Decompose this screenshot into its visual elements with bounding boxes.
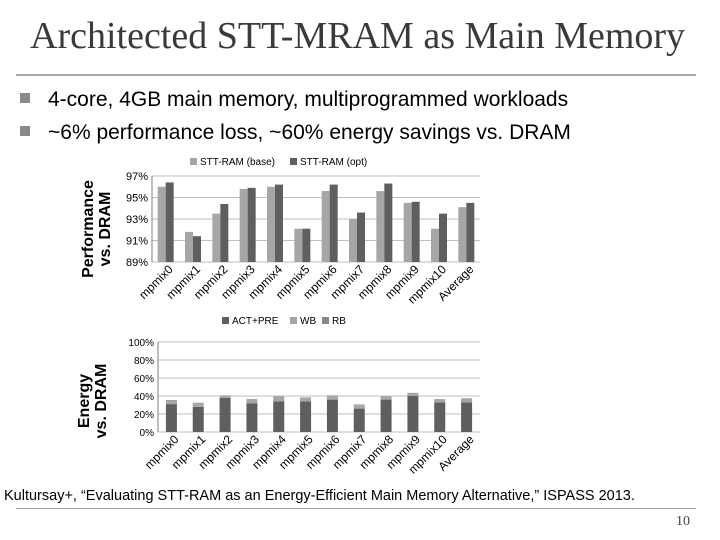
citation: Kultursay+, “Evaluating STT-RAM as an En… [4, 488, 635, 504]
bar [349, 219, 357, 262]
bar [458, 207, 467, 262]
bullet-item-2: ~6% performance loss, ~60% energy saving… [20, 121, 571, 145]
bar [267, 186, 275, 262]
stacked-bar-segment [353, 408, 365, 432]
bar [403, 202, 412, 262]
bar [157, 186, 166, 262]
stacked-bar-segment [273, 396, 285, 402]
y-tick-label: 0% [140, 428, 155, 439]
y-tick-label: 95% [126, 193, 148, 205]
performance-chart: 89%91%93%95%97%mpmix0mpmix1mpmix2mpmix3m… [126, 157, 480, 307]
y-tick-label: 100% [128, 338, 154, 349]
stacked-bar-segment [461, 402, 473, 432]
footer-divider [16, 508, 696, 509]
stacked-bar-segment [461, 398, 473, 403]
stacked-bar-segment [300, 397, 312, 402]
legend-label: ACT+PRE [232, 316, 279, 327]
y-tick-label: 91% [126, 236, 148, 248]
legend-label: STT-RAM (base) [200, 157, 275, 168]
stacked-bar-segment [246, 403, 258, 432]
stacked-bar-segment [192, 406, 204, 432]
bar [384, 183, 393, 262]
bar [294, 228, 303, 262]
stacked-bar-segment [219, 396, 231, 398]
bar [321, 191, 330, 262]
bar [411, 201, 420, 262]
legend-label: WB [300, 316, 316, 327]
bar [376, 191, 385, 262]
stacked-bar-segment [434, 399, 446, 403]
legend-label: STT-RAM (opt) [300, 157, 367, 168]
bar [302, 228, 311, 262]
square-bullet-icon [20, 126, 30, 136]
bar [329, 184, 338, 262]
bullet-text-1: 4-core, 4GB main memory, multiprogrammed… [48, 88, 569, 111]
stacked-bar-segment [326, 399, 338, 432]
bar [193, 236, 201, 262]
legend-swatch [322, 317, 329, 324]
bar [275, 184, 283, 262]
stacked-bar-segment [407, 396, 419, 432]
bar [185, 231, 193, 262]
bar [431, 228, 439, 262]
y-tick-label: 89% [126, 257, 148, 269]
bar [357, 212, 365, 262]
legend-swatch [290, 317, 297, 324]
stacked-bar-segment [165, 400, 177, 405]
stacked-bar-segment [380, 396, 392, 400]
energy-chart: 0%20%40%60%80%100%mpmix0mpmix1mpmix2mpmi… [128, 316, 480, 477]
bar [239, 188, 248, 262]
stacked-bar-segment [353, 405, 365, 409]
bar [439, 213, 447, 262]
bullet-item-1: 4-core, 4GB main memory, multiprogrammed… [20, 88, 568, 112]
square-bullet-icon [20, 93, 30, 103]
bar [247, 187, 256, 262]
stacked-bar-segment [407, 393, 419, 396]
stacked-bar-segment [326, 396, 338, 400]
title-divider [16, 74, 696, 76]
legend-swatch [190, 158, 197, 165]
bullet-text-2: ~6% performance loss, ~60% energy saving… [48, 121, 571, 144]
legend-swatch [290, 158, 297, 165]
page-number: 10 [676, 514, 690, 529]
legend-swatch [222, 317, 229, 324]
stacked-bar-segment [246, 399, 258, 404]
y-tick-label: 40% [134, 392, 154, 403]
y-tick-label: 60% [134, 374, 154, 385]
stacked-bar-segment [434, 402, 446, 432]
bar [466, 202, 475, 262]
stacked-bar-segment [219, 397, 231, 432]
stacked-bar-segment [192, 403, 204, 407]
slide-title: Architected STT-MRAM as Main Memory [30, 15, 686, 57]
stacked-bar-segment [165, 404, 177, 432]
bar [165, 182, 174, 262]
bar [220, 203, 229, 262]
stacked-bar-segment [380, 399, 392, 432]
y-tick-label: 97% [126, 171, 148, 183]
y-tick-label: 80% [134, 356, 154, 367]
y-tick-label: 20% [134, 410, 154, 421]
y-tick-label: 93% [126, 214, 148, 226]
stacked-bar-segment [300, 401, 312, 432]
bar [212, 213, 221, 262]
stacked-bar-segment [273, 401, 285, 432]
legend-label: RB [332, 316, 346, 327]
